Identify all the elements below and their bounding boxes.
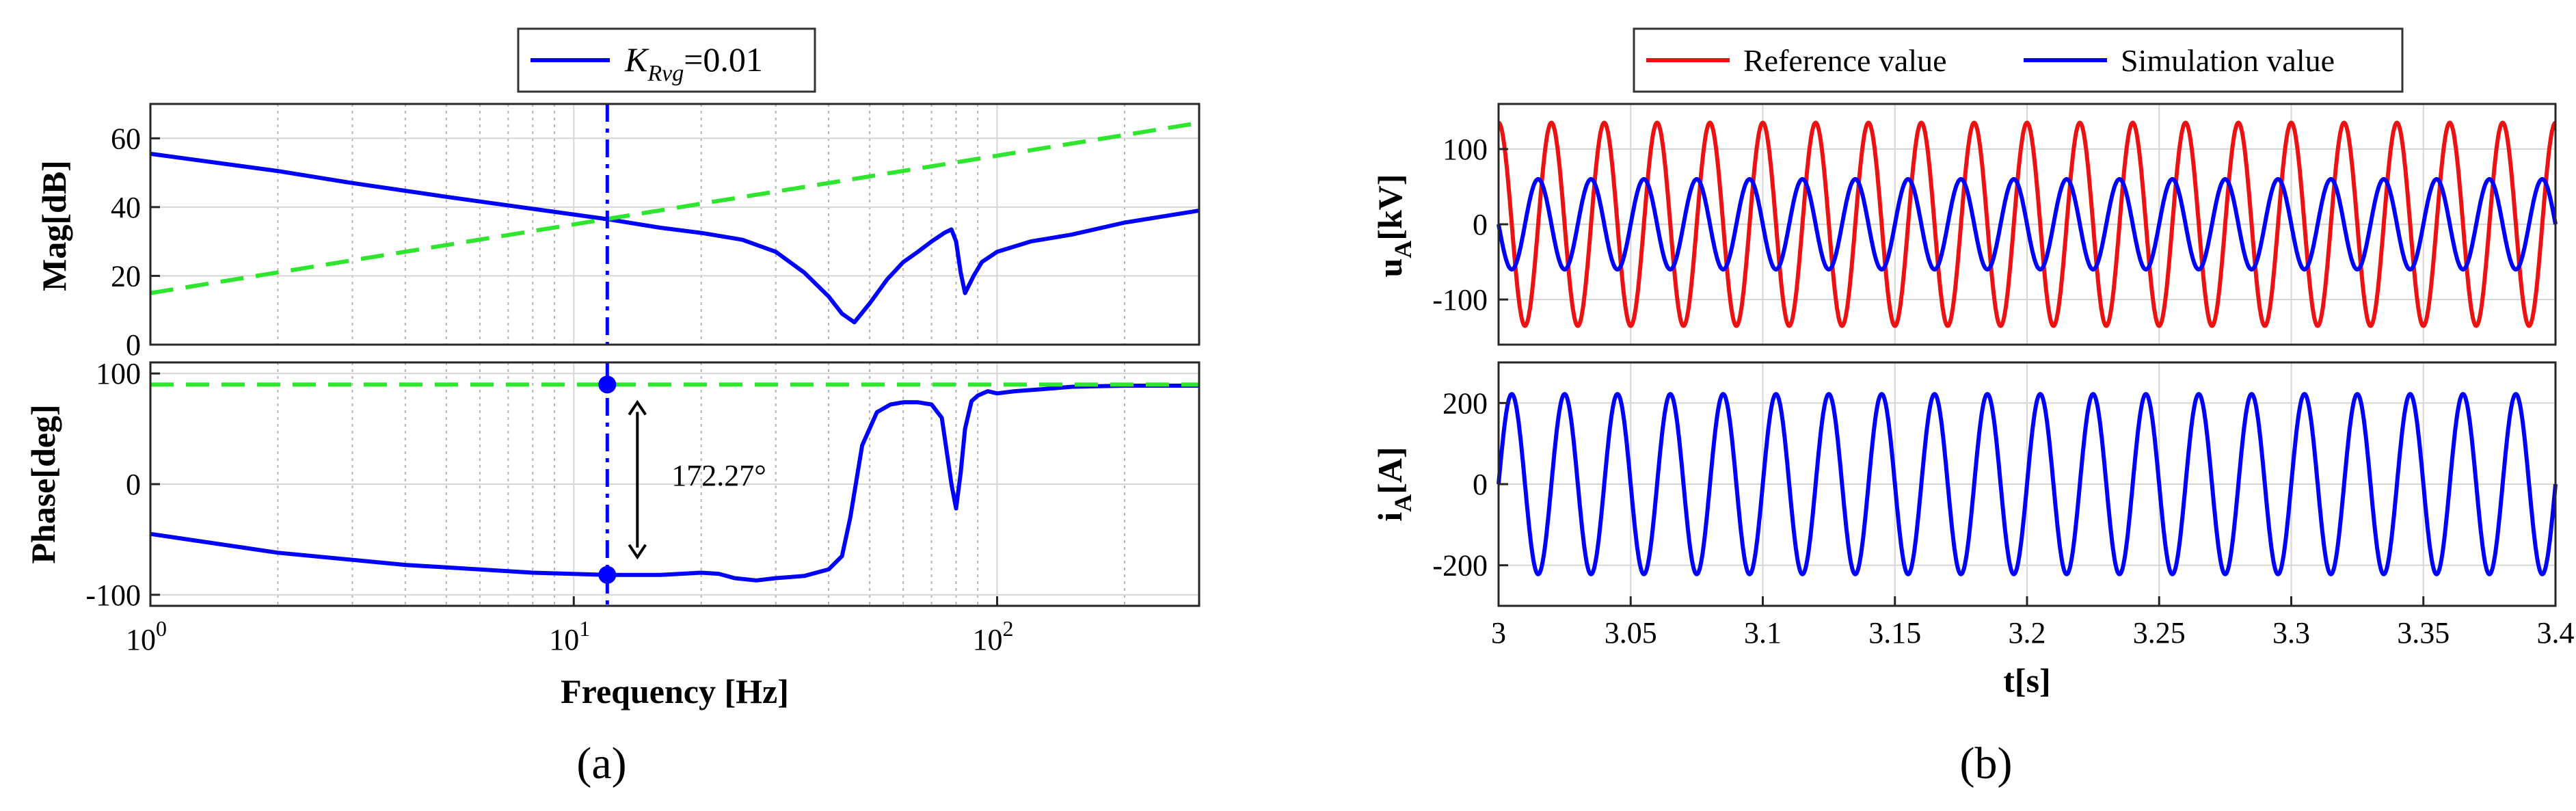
arrow-head-up [628,399,647,416]
y-tick-label: 200 [1443,386,1488,420]
x-tick-label: 100 [126,616,167,656]
series-line [1497,177,2558,271]
y-tick-label: 20 [111,259,141,293]
x-tick-label: 3.1 [1744,616,1782,650]
marker-point [598,566,617,584]
y-tick-label: 0 [126,468,141,501]
x-tick-label: 3 [1491,616,1506,650]
panel-a-caption: (a) [576,739,626,788]
x-tick-label: 3.25 [2133,616,2186,650]
voltage-ylabel: uA[kV] [1371,174,1417,277]
x-tick-label: 3.35 [2397,616,2450,650]
y-tick-label: 100 [96,357,141,390]
series-line [1497,120,2558,328]
mag-subplot: 0 20 40 60 Mag[dB] [35,103,1200,362]
phase-subplot: -100 0 100 Phase[deg] 172.27° [24,357,1200,612]
x-tick-label: 3.3 [2272,616,2310,650]
legend-a: KRvg=0.01 [517,27,816,93]
voltage-subplot: -100 0 100 uA[kV] [1371,103,2558,346]
legend-a-label: KRvg=0.01 [624,40,763,86]
legend-b: Reference value Simulation value [1633,27,2404,93]
x-tick-label: 3.05 [1605,616,1657,650]
x-tick-label: 3.4 [2537,616,2575,650]
series-line [150,151,1200,325]
phase-ylabel: Phase[deg] [24,404,62,563]
legend-b-label-reference: Reference value [1743,43,1947,78]
y-tick-label: -100 [1432,283,1488,317]
panel-b-xlabel: t[s] [2003,661,2050,700]
reference-line [150,120,1200,295]
x-tick-label: 3.15 [1868,616,1921,650]
annotation-label: 172.27° [671,459,766,492]
current-ylabel: iA[A] [1371,447,1417,521]
x-tick-label: 3.2 [2009,616,2046,650]
y-tick-label: -100 [85,579,141,612]
series-line [150,384,1199,583]
y-tick-label: 40 [111,191,141,224]
y-tick-label: 60 [111,122,141,155]
series-line [1497,392,2558,576]
panel-a-xlabel: Frequency [Hz] [561,672,789,710]
y-tick-label: -200 [1432,549,1488,583]
legend-b-label-simulation: Simulation value [2121,43,2335,78]
y-tick-label: 0 [1473,468,1488,501]
y-tick-label: 0 [1473,208,1488,241]
y-tick-label: 100 [1443,133,1488,166]
x-tick-label: 102 [973,616,1014,656]
x-tick-label: 101 [549,616,590,656]
mag-ylabel: Mag[dB] [35,160,73,291]
panel-b: Reference value Simulation value -100 0 10… [1371,27,2575,788]
marker-point [598,375,617,394]
current-subplot: -200 0 200 iA[A] [1371,361,2558,607]
panel-b-caption: (b) [1960,739,2013,788]
y-tick-label: 0 [126,328,141,362]
arrow-head-down [628,544,647,560]
